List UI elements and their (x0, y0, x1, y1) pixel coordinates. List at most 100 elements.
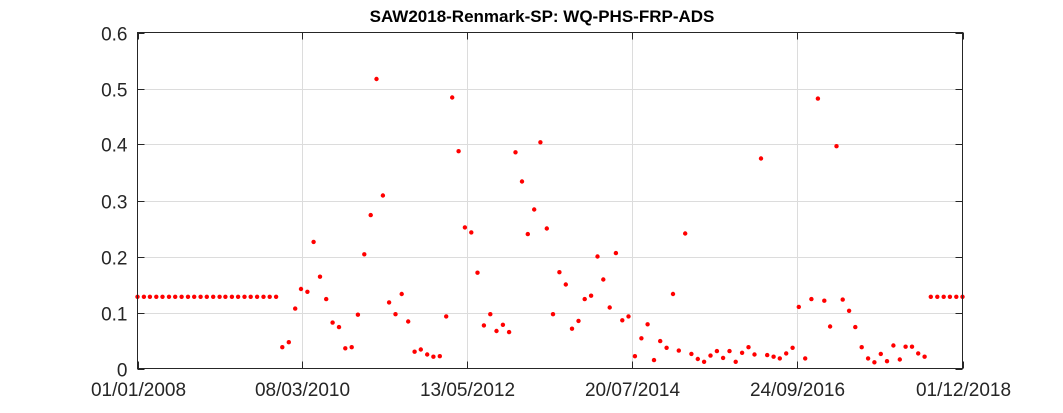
data-point (720, 355, 726, 361)
data-point (840, 297, 845, 302)
data-point (676, 348, 681, 353)
data-point (569, 326, 575, 331)
data-point (343, 346, 348, 351)
data-point (727, 348, 732, 354)
data-point (500, 322, 506, 327)
axis-ticks: 01/01/2008 08/03/2010 13/05/2012 20/07/2014… (91, 25, 1011, 402)
data-point (922, 354, 927, 359)
data-point (469, 230, 474, 235)
data-point (261, 294, 266, 299)
data-point (431, 354, 436, 359)
data-point (525, 231, 530, 237)
data-point (494, 328, 499, 334)
x-tick-label: 08/03/2010 (255, 380, 350, 401)
data-point (305, 289, 310, 294)
data-point (613, 250, 619, 256)
data-point (557, 270, 562, 275)
data-point (708, 353, 713, 358)
data-point (809, 296, 814, 302)
y-tick-label: 0.5 (101, 81, 127, 102)
x-tick-label: 24/09/2016 (750, 380, 845, 401)
data-point (293, 306, 298, 311)
data-point (393, 312, 398, 317)
data-point (235, 294, 241, 299)
data-point (355, 312, 361, 317)
data-point (267, 294, 272, 299)
data-point (928, 294, 933, 299)
data-point (147, 294, 153, 299)
data-point (827, 324, 833, 329)
data-point (695, 356, 700, 362)
data-point (544, 226, 549, 231)
data-point (519, 179, 525, 184)
y-tick-label: 0.4 (101, 136, 128, 157)
data-point (758, 156, 764, 161)
data-point (714, 348, 720, 354)
data-point (538, 140, 543, 145)
chart-title: SAW2018-Renmark-SP: WQ-PHS-FRP-ADS (370, 7, 715, 26)
data-point (941, 294, 946, 299)
data-point (576, 318, 581, 324)
data-point (822, 298, 827, 303)
data-point (891, 343, 896, 348)
y-tick-label: 0.1 (101, 305, 127, 326)
data-point (211, 294, 216, 299)
data-point (488, 312, 493, 317)
data-point (639, 336, 644, 341)
x-tick-label: 01/12/2018 (916, 380, 1011, 401)
data-point (462, 225, 468, 230)
data-point (185, 294, 191, 299)
data-point (884, 359, 890, 364)
data-point (280, 345, 285, 350)
data-point (954, 294, 959, 299)
data-point (872, 360, 877, 365)
data-point (286, 340, 291, 345)
data-point (374, 76, 379, 82)
data-point (701, 359, 707, 364)
data-point (330, 320, 335, 325)
data-point (229, 294, 235, 299)
data-point (456, 149, 461, 154)
data-point (179, 294, 184, 299)
x-tick-label: 20/07/2014 (585, 380, 681, 401)
data-point (784, 351, 789, 356)
data-point (217, 294, 222, 299)
data-point (777, 356, 782, 361)
data-point (481, 323, 487, 328)
data-point (386, 300, 392, 305)
y-tick-label: 0.6 (101, 25, 127, 46)
data-point (362, 252, 367, 257)
data-point (242, 294, 247, 299)
data-point (733, 359, 738, 364)
data-point (865, 356, 871, 361)
data-point (607, 305, 612, 310)
data-point (859, 345, 864, 350)
data-point (670, 291, 676, 297)
data-point (878, 351, 883, 357)
data-point (273, 294, 279, 299)
data-point (645, 322, 650, 327)
data-point (317, 274, 323, 279)
data-point (651, 357, 657, 363)
data-point (846, 308, 852, 313)
data-point (437, 354, 442, 359)
data-point (595, 254, 600, 259)
grid-lines (137, 32, 963, 369)
data-point (349, 345, 354, 350)
data-point (311, 239, 316, 245)
data-point (506, 329, 512, 335)
data-point (658, 338, 663, 344)
data-point (746, 345, 751, 350)
data-point (450, 95, 455, 100)
data-point (916, 351, 921, 356)
data-point (368, 212, 373, 218)
data-point (154, 294, 159, 299)
data-points (135, 76, 965, 365)
data-point (532, 207, 537, 212)
data-point (412, 349, 417, 354)
data-point (324, 296, 329, 302)
data-point (903, 344, 908, 349)
data-point (620, 318, 625, 323)
data-point (160, 294, 165, 299)
x-tick-label: 13/05/2012 (420, 380, 515, 401)
